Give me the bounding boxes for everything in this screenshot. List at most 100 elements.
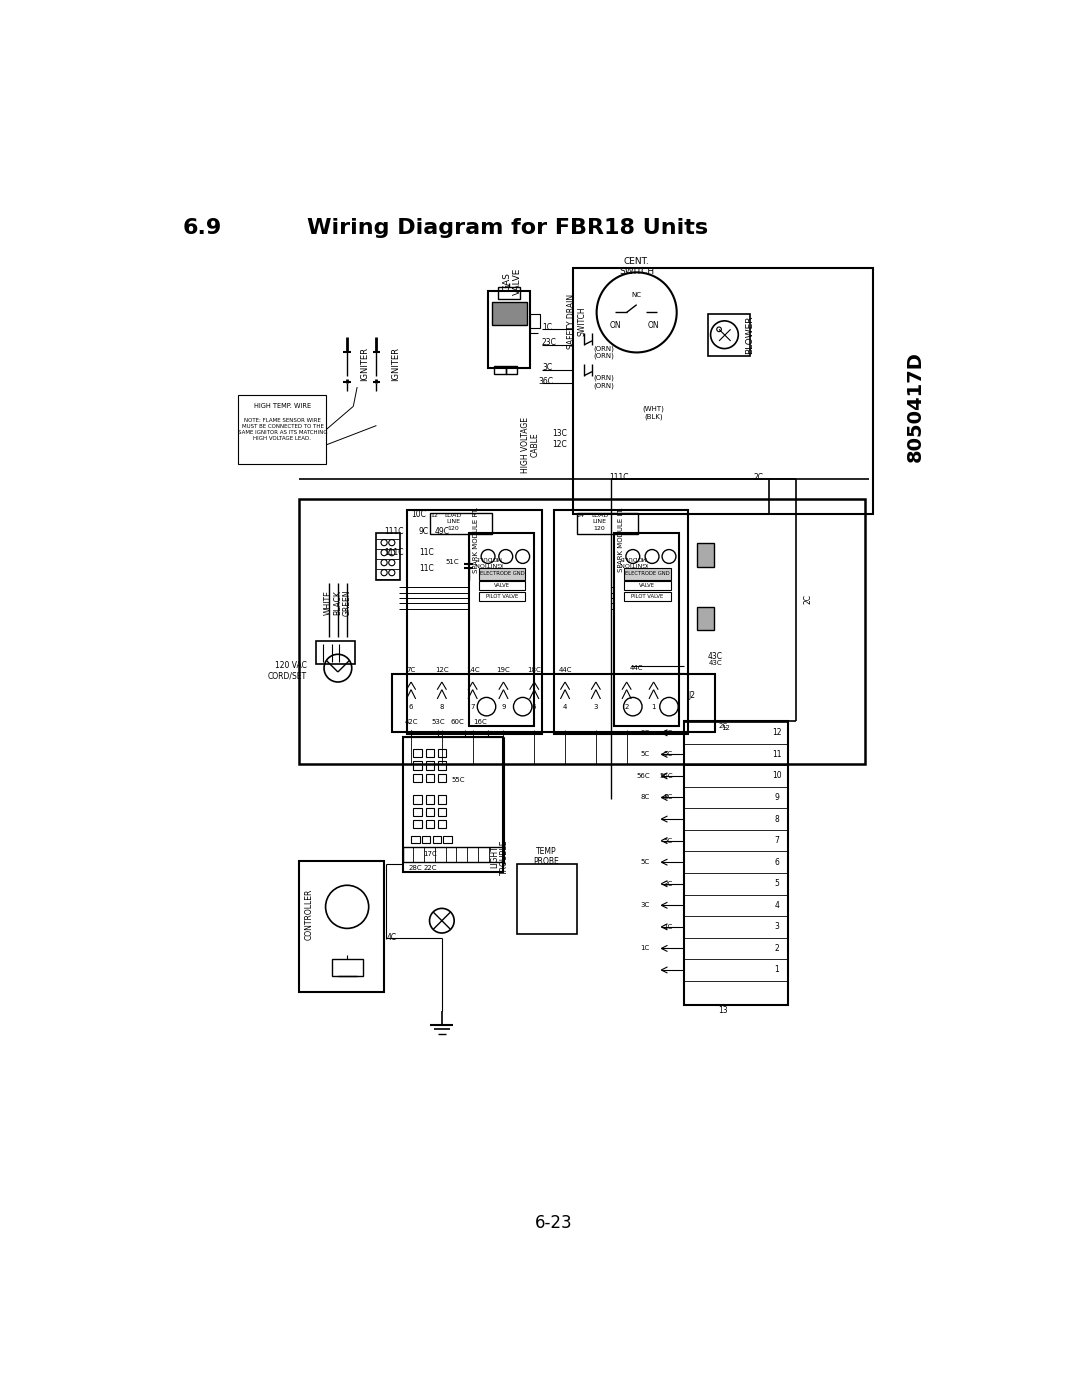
Text: 2: 2: [774, 944, 779, 953]
Text: (ORN)
(ORN): (ORN) (ORN): [593, 345, 615, 359]
Bar: [403, 738, 503, 872]
Text: 12C: 12C: [552, 440, 567, 450]
Text: (ORN)
(ORN): (ORN) (ORN): [593, 374, 615, 388]
Text: 5C: 5C: [664, 838, 673, 844]
Bar: [392, 675, 715, 732]
Text: 22C: 22C: [423, 865, 437, 872]
Text: HIGH TEMP. WIRE: HIGH TEMP. WIRE: [254, 404, 311, 409]
Bar: [414, 807, 422, 816]
Text: 11: 11: [772, 750, 782, 759]
Bar: [426, 749, 434, 757]
Bar: [491, 302, 527, 326]
Bar: [411, 835, 419, 842]
Text: WHITE: WHITE: [324, 591, 333, 615]
Bar: [478, 592, 525, 601]
Text: 12: 12: [430, 513, 438, 518]
Text: 5: 5: [774, 879, 780, 888]
Text: PILOT VALVE: PILOT VALVE: [486, 594, 518, 599]
Bar: [414, 774, 422, 782]
Text: 1: 1: [651, 704, 656, 710]
Text: 12: 12: [721, 725, 730, 731]
Text: LOAD: LOAD: [445, 513, 462, 518]
Text: 44C: 44C: [558, 666, 571, 673]
Text: 2C: 2C: [664, 729, 673, 736]
Text: SPARK MODULE LT.: SPARK MODULE LT.: [618, 507, 624, 571]
Bar: [316, 641, 355, 665]
Text: 1C: 1C: [542, 323, 552, 331]
Bar: [407, 510, 542, 733]
Bar: [469, 534, 535, 726]
Bar: [438, 820, 446, 828]
Text: 3C: 3C: [640, 902, 650, 908]
Text: 43C: 43C: [707, 652, 723, 661]
Bar: [444, 835, 451, 842]
Text: 11C: 11C: [419, 563, 433, 573]
Text: NC: NC: [632, 292, 642, 298]
Bar: [438, 749, 446, 757]
Bar: [530, 314, 540, 328]
Text: 1C: 1C: [663, 923, 673, 930]
Bar: [438, 807, 446, 816]
Bar: [498, 286, 519, 299]
Bar: [707, 314, 750, 356]
Text: 2C: 2C: [754, 474, 764, 482]
Text: 111C: 111C: [609, 474, 629, 482]
Bar: [414, 749, 422, 757]
Text: 1: 1: [774, 965, 779, 975]
Text: 3: 3: [594, 704, 598, 710]
Text: 3: 3: [774, 922, 780, 932]
Text: PILOT VALVE: PILOT VALVE: [632, 594, 663, 599]
Text: IGNITER: IGNITER: [361, 346, 369, 381]
Text: 36C: 36C: [538, 377, 553, 386]
Text: ON: ON: [609, 321, 621, 330]
Text: 16C: 16C: [473, 719, 487, 725]
Text: 53C: 53C: [431, 719, 445, 725]
Text: 43C: 43C: [708, 659, 723, 666]
Bar: [478, 581, 525, 591]
Bar: [299, 499, 865, 764]
Text: 1C: 1C: [640, 946, 650, 951]
Bar: [624, 592, 671, 601]
Text: J2: J2: [689, 690, 696, 700]
Text: 12: 12: [772, 728, 782, 738]
Text: 56C: 56C: [636, 773, 650, 780]
Bar: [414, 795, 422, 803]
Bar: [438, 774, 446, 782]
Text: 28C: 28C: [408, 865, 421, 872]
Bar: [505, 366, 517, 374]
Text: SAFETY DRAIN
SWITCH: SAFETY DRAIN SWITCH: [567, 295, 586, 349]
Bar: [426, 761, 434, 770]
Bar: [414, 761, 422, 770]
Text: 2C: 2C: [718, 722, 728, 729]
Bar: [438, 795, 446, 803]
Text: SPARK MODULE RT.: SPARK MODULE RT.: [473, 506, 480, 573]
Bar: [377, 534, 400, 580]
Text: 6.9: 6.9: [183, 218, 221, 237]
Text: 18C: 18C: [527, 666, 541, 673]
Bar: [698, 543, 715, 567]
Text: IGNITION
MODULE: IGNITION MODULE: [474, 555, 502, 566]
Text: 23C: 23C: [542, 338, 557, 346]
Text: 6: 6: [774, 858, 780, 866]
Text: 6-23: 6-23: [535, 1214, 572, 1232]
Text: 120: 120: [447, 525, 459, 531]
Text: 120 VAC
CORD/SET: 120 VAC CORD/SET: [268, 661, 307, 680]
Text: 4: 4: [563, 704, 567, 710]
Text: 13C: 13C: [552, 429, 567, 437]
Text: BLOWER: BLOWER: [745, 316, 754, 353]
Bar: [433, 835, 441, 842]
Text: 8050417D: 8050417D: [906, 351, 924, 462]
Text: 24: 24: [577, 513, 584, 518]
Text: GAS
VALVE: GAS VALVE: [503, 268, 523, 295]
Text: 49C: 49C: [434, 527, 449, 535]
Bar: [238, 395, 326, 464]
Text: 9: 9: [774, 793, 780, 802]
Text: ON: ON: [648, 321, 660, 330]
Text: 5C: 5C: [640, 752, 650, 757]
Text: 42C: 42C: [404, 719, 418, 725]
Text: LINE: LINE: [446, 520, 460, 524]
Bar: [426, 807, 434, 816]
Text: 56C: 56C: [659, 773, 673, 780]
Text: 19C: 19C: [497, 666, 511, 673]
Text: 60C: 60C: [450, 719, 464, 725]
